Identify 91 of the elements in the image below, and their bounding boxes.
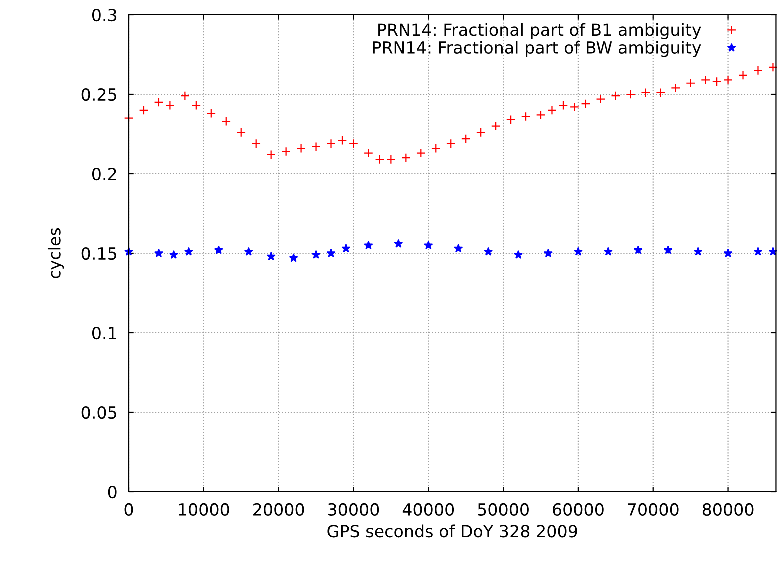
point (738, 70, 748, 80)
point (544, 248, 554, 258)
point (139, 106, 149, 116)
point (596, 94, 606, 104)
point (214, 246, 224, 254)
x-axis-title: GPS seconds of DoY 328 2009 (328, 524, 578, 538)
point (754, 66, 763, 76)
point (641, 88, 651, 98)
point (184, 247, 194, 256)
point (192, 100, 202, 110)
point (154, 248, 164, 258)
point (165, 100, 175, 110)
point (252, 139, 262, 149)
point (401, 153, 411, 163)
point (394, 239, 404, 248)
point (364, 148, 374, 158)
point (266, 252, 276, 261)
point (349, 139, 358, 149)
point (266, 150, 276, 160)
point (754, 247, 763, 256)
y-axis-title: cycles (48, 228, 64, 278)
x-tick-label: 80000 (702, 503, 754, 516)
point (536, 110, 546, 120)
point (338, 136, 348, 146)
point (282, 147, 292, 156)
y-tick-label: 0.2 (92, 168, 116, 181)
point (671, 83, 681, 93)
point (712, 77, 722, 86)
point (581, 99, 591, 109)
point (296, 144, 306, 154)
point (484, 247, 494, 256)
point (206, 108, 216, 118)
point (724, 75, 733, 85)
point (626, 90, 636, 100)
y-tick-label: 0.05 (82, 406, 116, 420)
x-tick-label: 20000 (254, 503, 304, 516)
point (686, 78, 696, 88)
y-tick-label: 0.3 (92, 8, 117, 22)
point (222, 116, 232, 126)
point (768, 62, 777, 72)
point (424, 240, 434, 250)
point (656, 88, 666, 98)
point (326, 139, 336, 149)
x-tick-label: 50000 (478, 503, 529, 516)
point (312, 250, 321, 260)
x-tick-label: 10000 (179, 503, 230, 516)
x-tick-label: 30000 (328, 503, 380, 516)
point (604, 247, 613, 256)
point (326, 248, 336, 258)
point (312, 142, 321, 152)
point (375, 154, 385, 164)
legend-label: PRN14: Fractional part of B1 ambiguity (378, 23, 702, 40)
point (664, 246, 673, 254)
point (342, 244, 351, 253)
point (701, 75, 711, 85)
point (364, 240, 374, 250)
point (289, 254, 298, 262)
point (611, 91, 621, 101)
point (476, 128, 486, 138)
point (169, 250, 178, 260)
y-tick-label: 0.15 (82, 247, 116, 260)
point (446, 139, 456, 149)
point (454, 244, 464, 253)
point (694, 247, 703, 256)
point (386, 154, 396, 164)
x-tick-label: 60000 (553, 503, 604, 516)
point (506, 115, 516, 125)
point (768, 247, 777, 256)
point (521, 112, 531, 122)
point (416, 148, 426, 158)
point (236, 128, 246, 138)
point (244, 247, 254, 256)
y-tick-label: 0.1 (92, 326, 116, 340)
point (570, 102, 580, 112)
point (431, 144, 441, 154)
y-tick-label: 0.25 (82, 88, 116, 102)
point (574, 247, 583, 256)
point (548, 106, 557, 116)
point (461, 134, 471, 144)
point (558, 100, 568, 110)
point (491, 122, 501, 132)
y-tick-label: 0 (108, 486, 117, 499)
legend-label: PRN14: Fractional part of BW ambiguity (373, 41, 702, 58)
x-tick-label: 40000 (402, 503, 454, 516)
point (180, 91, 190, 101)
point (634, 246, 643, 254)
point (724, 248, 733, 258)
x-tick-label: 70000 (628, 503, 679, 516)
point (514, 250, 524, 260)
point (154, 98, 164, 108)
x-tick-label: 0 (124, 503, 134, 516)
